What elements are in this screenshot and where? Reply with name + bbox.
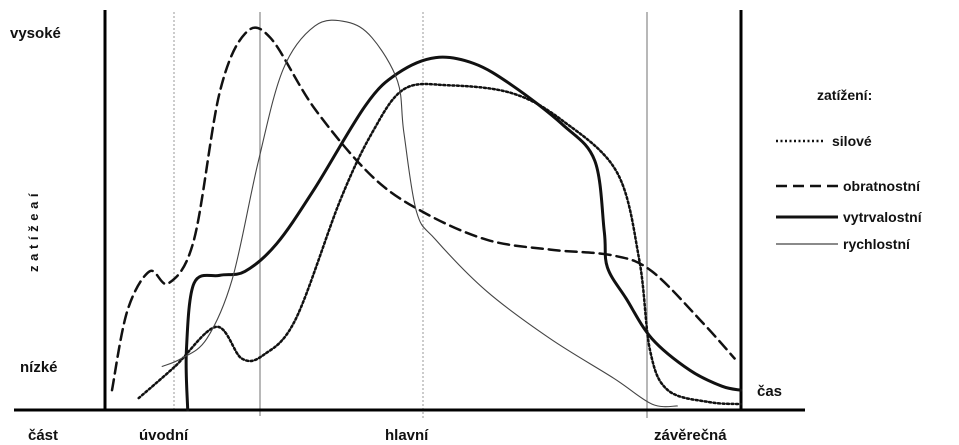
legend-label-vytrvalostni: vytrvalostní (843, 209, 923, 225)
series-silove-line (137, 82, 743, 406)
phase-label-main: hlavní (385, 427, 429, 444)
legend-label-rychlostni: rychlostní (843, 236, 911, 252)
parts-label: část (28, 427, 58, 444)
legend: zatížení: silové obratnostní vytrvalostn… (776, 87, 923, 252)
series-obratnostni-line (110, 26, 736, 392)
y-high-label: vysoké (10, 25, 61, 42)
legend-label-silove: silové (832, 133, 872, 149)
legend-label-obratnostni: obratnostní (843, 178, 921, 194)
series-vytrvalostni-line (184, 55, 743, 412)
x-axis-label: čas (757, 383, 782, 400)
series-rychlostni-line (161, 19, 678, 408)
series-layer (110, 19, 743, 412)
phase-label-final: závěrečná (654, 427, 727, 444)
y-low-label: nízké (20, 359, 58, 376)
phase-label-intro: úvodní (139, 427, 189, 444)
legend-title: zatížení: (817, 87, 872, 103)
y-axis-label: z a t í ž e a í (26, 193, 41, 272)
